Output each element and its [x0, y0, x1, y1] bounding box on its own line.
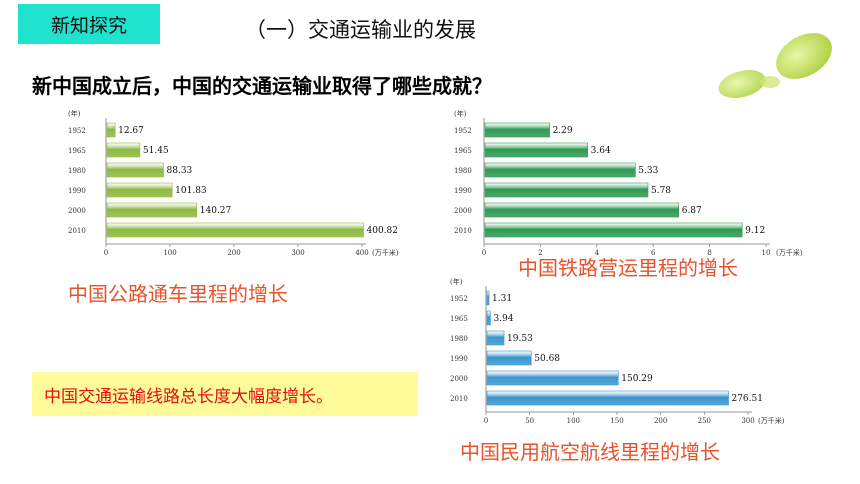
leaf-decoration-icon [718, 33, 832, 99]
x-unit-label: (万千米) [758, 416, 785, 425]
year-tick-label: 1980 [454, 167, 472, 175]
railway-chart-caption: 中国铁路营运里程的增长 [518, 256, 738, 280]
year-tick-label: 2000 [68, 207, 86, 215]
x-tick-label: 200 [227, 249, 240, 257]
bar-value-label: 3.94 [493, 314, 513, 324]
x-tick-label: 300 [291, 249, 304, 257]
year-tick-label: 1990 [454, 187, 472, 195]
year-tick-label: 2000 [450, 375, 468, 383]
bar-value-label: 1.31 [492, 294, 512, 304]
bar [106, 122, 116, 138]
bar [484, 122, 550, 138]
x-tick-label: 100 [163, 249, 176, 257]
bar [486, 370, 619, 386]
bar [484, 162, 636, 178]
bar-value-label: 9.12 [745, 226, 765, 236]
bar [484, 182, 649, 198]
bar [106, 162, 164, 178]
year-tick-label: 1952 [454, 127, 472, 135]
year-tick-label: 1965 [454, 147, 472, 155]
bar-value-label: 6.87 [682, 206, 702, 216]
x-unit-label: (万千米) [372, 248, 399, 257]
year-tick-label: 1965 [450, 315, 468, 323]
bar-value-label: 50.68 [534, 354, 560, 364]
bar-value-label: 2.29 [553, 126, 573, 136]
bar-value-label: 276.51 [731, 394, 763, 404]
year-tick-label: 2010 [454, 227, 472, 235]
bar [486, 290, 490, 306]
highway-chart: (年) 1952 12.67 1965 51.45 1980 88.33 1990 101.83… [62, 106, 442, 257]
bar-value-label: 5.33 [638, 166, 658, 176]
bar-value-label: 19.53 [507, 334, 533, 344]
x-tick-label: 8 [707, 249, 711, 257]
highway-chart-caption: 中国公路通车里程的增长 [68, 282, 288, 306]
x-tick-label: 300 [741, 417, 754, 425]
year-tick-label: 1965 [68, 147, 86, 155]
bar-value-label: 3.64 [591, 146, 611, 156]
year-tick-label: 1990 [450, 355, 468, 363]
bar-value-label: 12.67 [118, 126, 144, 136]
x-tick-label: 150 [610, 417, 623, 425]
bar [106, 202, 198, 218]
x-tick-label: 0 [104, 249, 108, 257]
year-tick-label: 2010 [450, 395, 468, 403]
x-tick-label: 0 [484, 417, 488, 425]
bar [486, 350, 532, 366]
y-unit-label: (年) [454, 109, 467, 118]
airline-chart-caption: 中国民用航空航线里程的增长 [460, 440, 720, 464]
x-unit-label: (万千米) [776, 248, 803, 257]
year-tick-label: 1952 [68, 127, 86, 135]
year-tick-label: 1980 [68, 167, 86, 175]
bar [484, 202, 680, 218]
x-tick-label: 4 [595, 249, 600, 257]
x-tick-label: 400 [355, 249, 368, 257]
bar-value-label: 101.83 [175, 186, 207, 196]
year-tick-label: 2000 [454, 207, 472, 215]
year-tick-label: 1952 [450, 295, 468, 303]
bar-value-label: 5.78 [651, 186, 671, 196]
y-unit-label: (年) [68, 109, 81, 118]
year-tick-label: 1990 [68, 187, 86, 195]
bar-value-label: 88.33 [167, 166, 193, 176]
year-tick-label: 1980 [450, 335, 468, 343]
bar-value-label: 400.82 [367, 226, 399, 236]
airline-chart: (年) 1952 1.31 1965 3.94 1980 19.53 1990 50.68 200… [444, 274, 828, 425]
bar [106, 142, 141, 158]
x-tick-label: 2 [538, 249, 542, 257]
bar [486, 390, 729, 406]
x-tick-label: 200 [654, 417, 667, 425]
x-tick-label: 250 [698, 417, 711, 425]
bar [106, 222, 364, 238]
section-badge: 新知探究 [18, 4, 160, 44]
bar-value-label: 150.29 [621, 374, 653, 384]
x-tick-label: 100 [567, 417, 580, 425]
bar [486, 310, 491, 326]
bar [484, 222, 743, 238]
question-text: 新中国成立后，中国的交通运输业取得了哪些成就？ [32, 74, 492, 98]
bar-value-label: 51.45 [143, 146, 169, 156]
bar-value-label: 140.27 [200, 206, 232, 216]
x-tick-label: 0 [482, 249, 486, 257]
railway-chart: (年) 1952 2.29 1965 3.64 1980 5.33 1990 5.78 2000 6… [448, 108, 824, 257]
x-tick-label: 6 [651, 249, 656, 257]
x-tick-label: 50 [525, 417, 534, 425]
bar [106, 182, 173, 198]
year-tick-label: 2010 [68, 227, 86, 235]
section-title: （一）交通运输业的发展 [245, 18, 476, 42]
bar [484, 142, 588, 158]
x-tick-label: 10 [762, 249, 771, 257]
y-unit-label: (年) [450, 277, 463, 286]
bar [486, 330, 505, 346]
summary-box: 中国交通运输线路总长度大幅度增长。 [32, 372, 418, 416]
